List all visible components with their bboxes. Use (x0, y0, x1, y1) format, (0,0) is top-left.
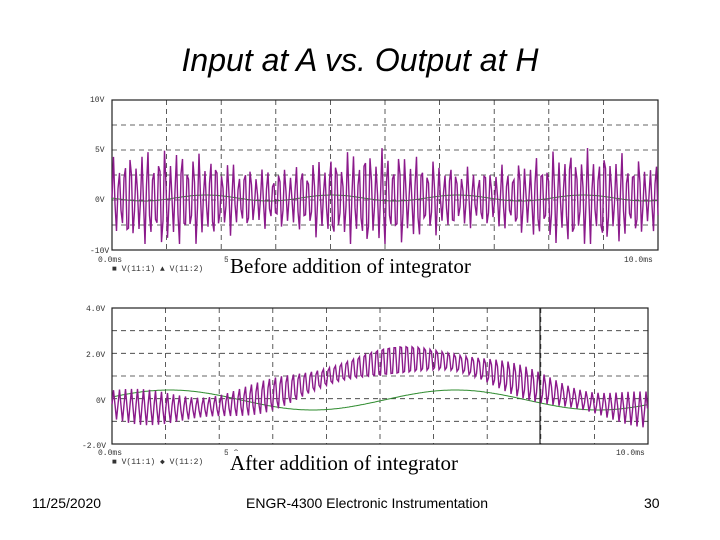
plot2: 4.0V 2.0V 0V -2.0V 0.0ms 5.0 10.0ms ■ V(… (82, 305, 649, 467)
footer-date: 11/25/2020 (32, 495, 102, 511)
plot2-y-tick-1: 2.0V (86, 351, 105, 360)
plot2-x-tick-0: 0.0ms (98, 449, 122, 458)
plot2-y-tick-3: -2.0V (82, 442, 106, 451)
plot2-grid (112, 308, 648, 444)
plot1-caption: Before addition of integrator (228, 254, 473, 279)
plot1-frame (111, 99, 659, 251)
plot1-y-tick-2: 0V (95, 196, 105, 205)
plot1-y-tick-3: -10V (90, 247, 109, 256)
plot2-output-trace (111, 345, 649, 428)
plot1-x-tick-0: 0.0ms (98, 256, 122, 265)
plot1-grid (112, 100, 658, 250)
footer-page-number: 30 (644, 495, 660, 511)
plot1-legend: ■ V(11:1) ▲ V(11:2) (112, 265, 203, 274)
plot1: 10V 5V 0V -10V 0.0ms 5.0 10.0ms ■ V(11:1… (90, 96, 659, 274)
slide-title: Input at A vs. Output at H (181, 42, 539, 78)
plot1-output-trace (111, 147, 659, 245)
plot2-y-tick-2: 0V (96, 397, 106, 406)
plot2-legend: ■ V(11:1) ◆ V(11:2) (112, 458, 203, 467)
plot2-caption: After addition of integrator (228, 451, 461, 476)
plot1-y-tick-1: 5V (95, 146, 105, 155)
plot1-y-tick-0: 10V (90, 96, 105, 105)
plot1-x-tick-2: 10.0ms (624, 256, 653, 265)
footer-course: ENGR-4300 Electronic Instrumentation (246, 495, 488, 511)
plot2-x-tick-2: 10.0ms (616, 449, 645, 458)
plot2-y-tick-0: 4.0V (86, 305, 105, 314)
plot2-frame (111, 307, 649, 445)
plot2-input-trace (111, 389, 649, 411)
